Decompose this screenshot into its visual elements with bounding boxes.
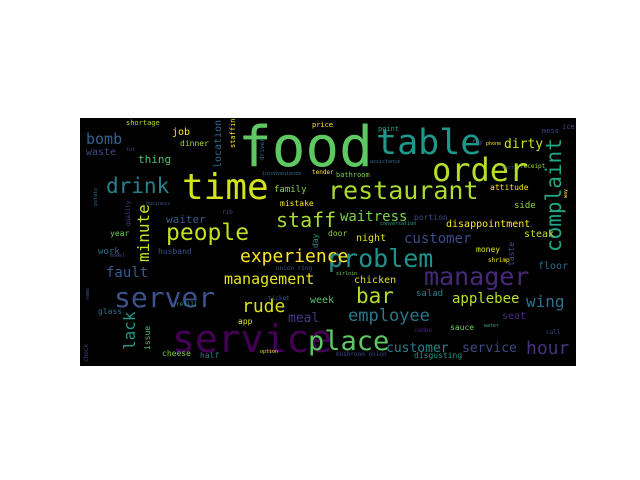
word-meal: meal (288, 311, 320, 326)
word-onion-ring: onion ring (276, 265, 313, 272)
word-lack: lack (120, 311, 139, 350)
word-week: week (310, 295, 335, 306)
word-table: table (376, 123, 482, 163)
word-place: place (308, 326, 390, 357)
word-applebee: applebee (452, 291, 520, 307)
word-mess: mess (542, 127, 559, 135)
word-price: price (312, 121, 334, 129)
word-minute: minute (134, 204, 153, 262)
word-fry: fry (472, 139, 483, 146)
word-name: name (85, 287, 91, 300)
word-staff: staff (276, 208, 337, 232)
word-phone: phone (486, 141, 502, 147)
word-cloud: food service time table order restaurant… (80, 118, 576, 366)
word-service-2: service (462, 341, 517, 356)
word-rude: rude (242, 296, 286, 317)
word-disgusting: disgusting (414, 351, 463, 360)
word-night: night (356, 233, 387, 244)
word-portion: portion (414, 213, 448, 222)
word-business: business (146, 201, 171, 207)
word-thing: thing (138, 153, 172, 166)
word-staffing: staffing (229, 118, 237, 148)
word-problem: problem (328, 244, 434, 273)
word-salad: salad (416, 289, 444, 299)
word-refill: refill (176, 301, 198, 308)
word-management: management (224, 270, 315, 288)
word-way: way (563, 188, 569, 198)
word-cost: cost (502, 165, 515, 171)
word-lot: lot (126, 147, 136, 153)
word-people: people (166, 220, 250, 246)
word-waste: waste (86, 147, 117, 158)
word-shrimp: shrimp (488, 257, 510, 264)
word-check: check (83, 343, 90, 362)
word-attitude: attitude (490, 183, 529, 192)
word-location: location (213, 119, 224, 168)
word-combo: combo (414, 327, 433, 334)
word-quality: quality (125, 200, 132, 226)
word-app: app (238, 317, 253, 326)
word-issue: issue (143, 325, 152, 350)
word-potato: potato (93, 187, 99, 206)
word-steak: steak (524, 229, 555, 240)
word-manager: manager (424, 262, 530, 291)
word-order: order (432, 151, 529, 189)
word-experience: experience (240, 246, 349, 267)
word-waiter: waiter (166, 213, 206, 226)
word-rib: rib (222, 209, 233, 216)
word-employee: employee (348, 306, 430, 326)
word-fault: fault (106, 265, 149, 281)
word-shortage: shortage (126, 119, 160, 127)
word-receipt: receipt (520, 163, 546, 170)
word-restaurant: restaurant (328, 176, 479, 205)
word-side: side (514, 201, 536, 211)
word-sauce: sauce (450, 323, 475, 332)
word-job: job (172, 127, 191, 138)
word-family: family (274, 185, 307, 195)
word-cheese: cheese (162, 349, 191, 358)
word-inconvenience: inconvenience (262, 171, 302, 177)
word-food: food (238, 118, 373, 180)
word-hour: hour (526, 338, 570, 359)
word-point: point (378, 125, 400, 133)
word-bathroom: bathroom (336, 171, 370, 179)
word-server: server (114, 281, 216, 314)
word-year: year (110, 229, 130, 238)
word-disappointment: disappointment (446, 219, 531, 230)
word-work: work (98, 247, 120, 257)
word-bomb: bomb (86, 130, 123, 148)
word-sirloin: sirloin (336, 271, 358, 277)
word-wing: wing (526, 292, 565, 311)
word-bar: bar (356, 284, 394, 308)
word-floor: floor (538, 261, 569, 272)
word-dinner: dinner (180, 139, 209, 148)
word-ticket: ticket (268, 295, 290, 302)
word-driver: driver (259, 138, 266, 160)
word-tender: tender (312, 169, 334, 176)
word-conversation: conversation (380, 221, 417, 227)
word-door: door (328, 229, 348, 238)
word-waitress: waitress (340, 209, 408, 225)
word-glass: glass (98, 307, 123, 316)
word-money: money (476, 245, 501, 254)
word-water: water (484, 323, 500, 329)
word-service: service (172, 317, 333, 361)
word-drink: drink (106, 174, 170, 198)
word-day: day (311, 233, 320, 248)
word-ice: ice (562, 123, 575, 131)
word-mistake: mistake (280, 199, 314, 208)
word-husband: husband (158, 247, 192, 256)
word-customer-1: customer (404, 231, 472, 247)
word-seat: seat (502, 311, 527, 322)
word-dirty: dirty (504, 137, 544, 152)
word-chicken: chicken (354, 275, 397, 286)
word-call: call (546, 329, 561, 336)
word-half: half (200, 351, 220, 360)
word-mushroom-onion: mushroom onion (336, 351, 387, 358)
word-model: model (110, 253, 126, 259)
word-customer-2: customer (386, 341, 449, 356)
word-assistance: assistance (370, 159, 401, 165)
word-option: option (260, 349, 279, 355)
word-time: time (182, 167, 269, 208)
